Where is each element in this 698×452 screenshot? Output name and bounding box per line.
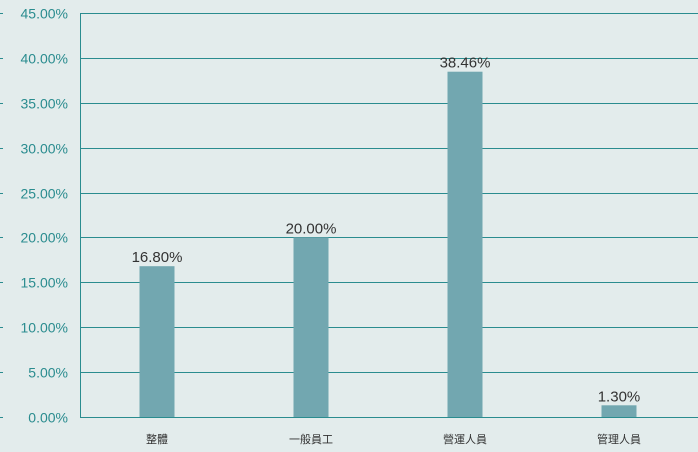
bar	[139, 266, 175, 417]
x-tick-label: 一般員工	[289, 433, 333, 446]
gridlines	[0, 13, 698, 418]
data-label: 16.80%	[132, 249, 183, 266]
y-tick-label: 40.00%	[21, 51, 68, 67]
y-tick-label: 5.00%	[28, 365, 68, 381]
x-axis-ticks: 整體 一般員工 營運人員 管理人員	[146, 432, 641, 446]
data-label: 38.46%	[440, 55, 491, 72]
data-labels: 16.80% 20.00% 38.46% 1.30%	[132, 55, 641, 406]
x-tick-label: 管理人員	[597, 432, 641, 446]
y-tick-label: 10.00%	[21, 320, 68, 336]
y-tick-label: 25.00%	[21, 186, 68, 202]
y-axis-ticks: 0.00% 5.00% 10.00% 15.00% 20.00% 25.00% 30.00%…	[21, 6, 68, 426]
x-tick-label: 整體	[146, 432, 168, 446]
data-label: 1.30%	[598, 388, 641, 405]
bars	[139, 71, 637, 417]
bar	[447, 71, 483, 417]
y-tick-label: 0.00%	[28, 410, 68, 426]
bar	[293, 237, 329, 417]
y-tick-label: 30.00%	[21, 141, 68, 157]
y-tick-label: 35.00%	[21, 96, 68, 112]
y-tick-label: 45.00%	[21, 6, 68, 22]
bar	[601, 405, 637, 417]
x-tick-label: 營運人員	[443, 433, 487, 446]
data-label: 20.00%	[286, 220, 337, 237]
y-tick-label: 20.00%	[21, 230, 68, 246]
y-tick-label: 15.00%	[21, 275, 68, 291]
